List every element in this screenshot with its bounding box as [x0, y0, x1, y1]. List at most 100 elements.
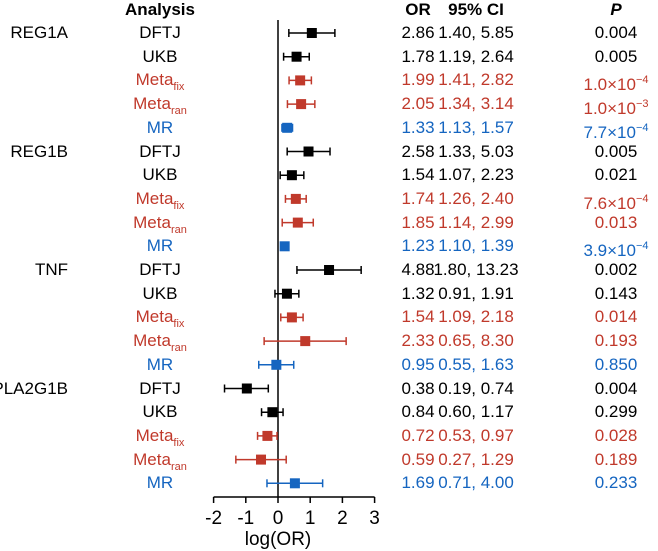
analysis-label: Metafix: [135, 188, 185, 212]
p-value: 0.005: [594, 141, 638, 161]
p-value: 0.299: [594, 402, 638, 422]
point-estimate: [289, 478, 300, 489]
ci-value: 1.26, 2.40: [438, 188, 514, 208]
x-tick-label: 1: [305, 508, 316, 529]
x-tick-label: 2: [337, 508, 348, 529]
ci-value: 1.13, 1.57: [438, 117, 514, 137]
or-value: 1.33: [401, 117, 435, 137]
x-tick-label: -2: [205, 508, 222, 529]
or-value: 1.85: [401, 212, 435, 232]
gene-label: REG1A: [10, 23, 68, 42]
analysis-label: Metaran: [133, 94, 187, 118]
or-value: 1.74: [401, 188, 435, 208]
p-value: 0.002: [594, 260, 638, 279]
or-value: 1.54: [401, 307, 435, 327]
p-value: 0.233: [594, 473, 638, 493]
ci-value: 0.19, 0.74: [438, 378, 514, 398]
ci-value: 0.65, 8.30: [438, 331, 514, 351]
or-value: 2.58: [401, 141, 435, 161]
ci-value: 0.27, 1.29: [438, 449, 514, 469]
p-value: 0.004: [594, 378, 638, 398]
analysis-label: UKB: [142, 165, 178, 185]
gene-label: PLA2G1B: [0, 378, 68, 398]
p-value: 7.7×10−4: [583, 121, 649, 142]
or-value: 1.99: [401, 70, 435, 90]
or-value: 0.84: [401, 402, 435, 422]
ci-value: 1.33, 5.03: [438, 141, 514, 161]
or-value: 0.59: [401, 449, 435, 469]
ci-value: 0.60, 1.17: [438, 402, 514, 422]
analysis-label: DFTJ: [139, 141, 181, 161]
analysis-label: DFTJ: [139, 23, 181, 42]
p-value: 0.193: [594, 331, 638, 351]
point-estimate: [279, 241, 290, 252]
x-tick-label: -1: [237, 508, 254, 529]
ci-value: 0.71, 4.00: [438, 473, 514, 493]
ci-value: 1.80, 13.23: [433, 260, 519, 279]
ci-value: 0.55, 1.63: [438, 354, 514, 374]
gene-label: TNF: [34, 260, 68, 279]
point-estimate: [296, 99, 307, 110]
analysis-label: MR: [146, 354, 174, 374]
p-value: 0.021: [594, 165, 638, 185]
or-value: 1.69: [401, 473, 435, 493]
point-estimate: [290, 193, 301, 204]
header-ci: 95% CI: [448, 0, 504, 19]
or-value: 1.78: [401, 46, 435, 66]
point-estimate: [271, 359, 282, 370]
point-estimate: [306, 28, 317, 38]
analysis-label: UKB: [142, 46, 178, 66]
point-estimate: [295, 75, 306, 86]
or-value: 4.88: [401, 260, 435, 279]
point-estimate: [282, 122, 293, 133]
or-value: 1.54: [401, 165, 435, 185]
analysis-label: UKB: [142, 283, 178, 303]
point-estimate: [292, 217, 303, 228]
p-value: 0.028: [594, 425, 638, 445]
p-value: 0.850: [594, 354, 638, 374]
ci-value: 1.40, 5.85: [438, 23, 514, 42]
p-value: 0.014: [594, 307, 638, 327]
p-value: 0.013: [594, 212, 638, 232]
ci-value: 1.10, 1.39: [438, 236, 514, 256]
analysis-label: Metaran: [133, 212, 187, 236]
x-tick-label: 0: [273, 508, 284, 529]
p-value: 0.143: [594, 283, 638, 303]
x-axis-label: log(OR): [244, 529, 312, 550]
analysis-label: Metafix: [135, 425, 185, 449]
analysis-label: DFTJ: [139, 378, 181, 398]
point-estimate: [324, 265, 335, 275]
or-value: 2.33: [401, 331, 435, 351]
ci-value: 1.07, 2.23: [438, 165, 514, 185]
p-value: 7.6×10−4: [583, 192, 649, 213]
or-value: 2.86: [401, 23, 435, 42]
point-estimate: [286, 312, 297, 323]
ci-value: 1.41, 2.82: [438, 70, 514, 90]
x-tick-label: 3: [369, 508, 380, 529]
header-analysis: Analysis: [125, 0, 195, 19]
ci-value: 0.91, 1.91: [438, 283, 514, 303]
analysis-label: Metafix: [135, 307, 185, 331]
or-value: 0.95: [401, 354, 435, 374]
point-estimate: [286, 170, 297, 181]
analysis-label: DFTJ: [139, 260, 181, 279]
analysis-label: MR: [146, 236, 174, 256]
ci-value: 1.14, 2.99: [438, 212, 514, 232]
ci-value: 1.19, 2.64: [438, 46, 514, 66]
ci-value: 1.34, 3.14: [438, 94, 514, 114]
p-value: 1.0×10−3: [583, 98, 649, 119]
or-value: 1.23: [401, 236, 435, 256]
header-or: OR: [405, 0, 431, 19]
analysis-label: MR: [146, 117, 174, 137]
point-estimate: [303, 146, 314, 157]
point-estimate: [262, 430, 273, 441]
or-value: 1.32: [401, 283, 435, 303]
point-estimate: [281, 288, 292, 299]
analysis-label: Metafix: [135, 70, 185, 94]
analysis-label: MR: [146, 473, 174, 493]
or-value: 2.05: [401, 94, 435, 114]
analysis-label: Metaran: [133, 449, 187, 473]
ci-value: 0.53, 0.97: [438, 425, 514, 445]
analysis-label: UKB: [142, 402, 178, 422]
